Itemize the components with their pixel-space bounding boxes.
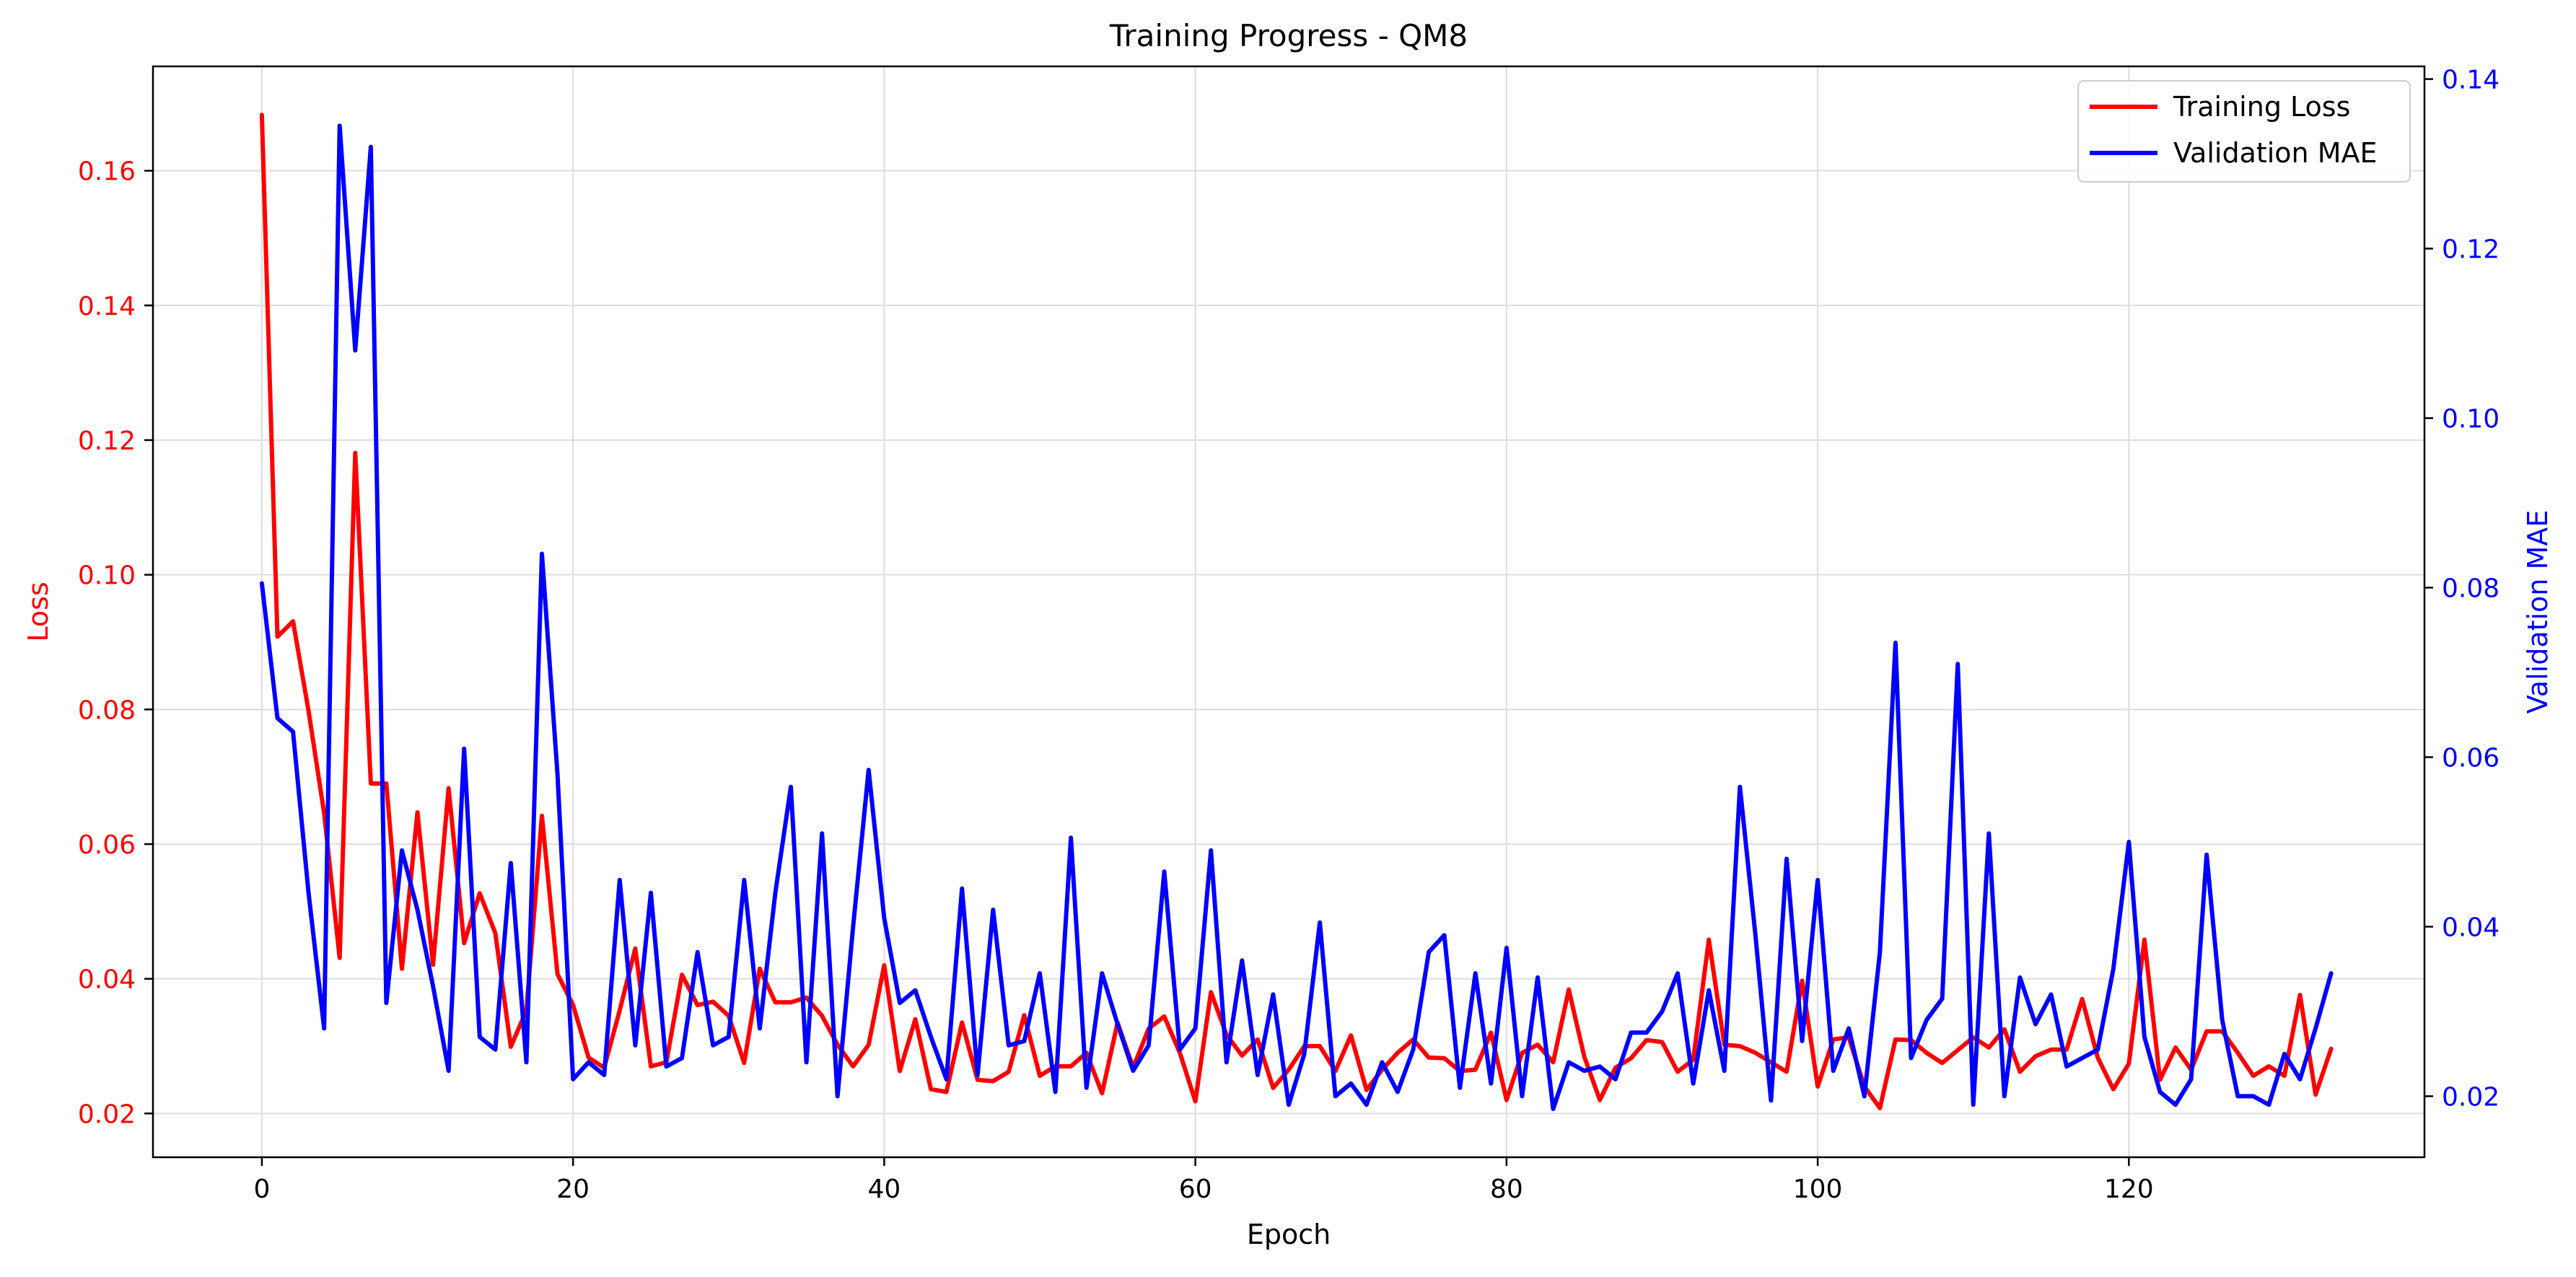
legend-box	[2077, 80, 2411, 183]
x-tick-label: 20	[556, 1175, 590, 1204]
plot-frame	[152, 65, 2426, 1159]
y-tick-label: 0.10	[78, 561, 136, 591]
y2-axis-label: Validation MAE	[2522, 510, 2554, 714]
grid-lines	[153, 66, 2424, 1157]
chart-title: Training Progress - QM8	[1109, 18, 1468, 53]
y-tick-label: 0.16	[78, 157, 136, 187]
legend: Training Loss Validation MAE	[2077, 80, 2411, 183]
x-tick-label: 0	[253, 1175, 270, 1204]
series-line-validation-mae	[259, 123, 2334, 1111]
legend-label-validation-mae: Validation MAE	[2173, 137, 2378, 169]
y-tick-label: 0.08	[78, 695, 136, 725]
y2-tick-label: 0.12	[2442, 235, 2500, 265]
y2-tick-label: 0.14	[2442, 66, 2500, 95]
series-layer	[259, 113, 2334, 1111]
y-axis-label: Loss	[22, 582, 54, 641]
y2-tick-label: 0.08	[2442, 574, 2500, 604]
x-tick-label: 60	[1179, 1175, 1212, 1204]
y2-tick-label: 0.04	[2442, 913, 2500, 942]
x-axis-label: Epoch	[1247, 1219, 1331, 1250]
y2-tick-label: 0.06	[2442, 743, 2500, 773]
y2-tick-label: 0.02	[2442, 1082, 2500, 1112]
y-tick-label: 0.14	[78, 291, 136, 321]
axes: 0 20 40 60 80 100 120 0.02 0.04 0.06 0.08 0.10 0.12 0…	[78, 66, 2500, 1204]
y-tick-label: 0.04	[78, 965, 136, 995]
x-tick-label: 120	[2104, 1175, 2154, 1204]
y2-tick-label: 0.10	[2442, 405, 2500, 434]
x-tick-label: 40	[867, 1175, 901, 1204]
x-tick-label: 100	[1793, 1175, 1843, 1204]
legend-label-training-loss: Training Loss	[2173, 91, 2350, 123]
x-tick-label: 80	[1490, 1175, 1523, 1204]
y-tick-label: 0.02	[78, 1100, 136, 1129]
y-tick-label: 0.06	[78, 830, 136, 860]
y-tick-label: 0.12	[78, 426, 136, 456]
